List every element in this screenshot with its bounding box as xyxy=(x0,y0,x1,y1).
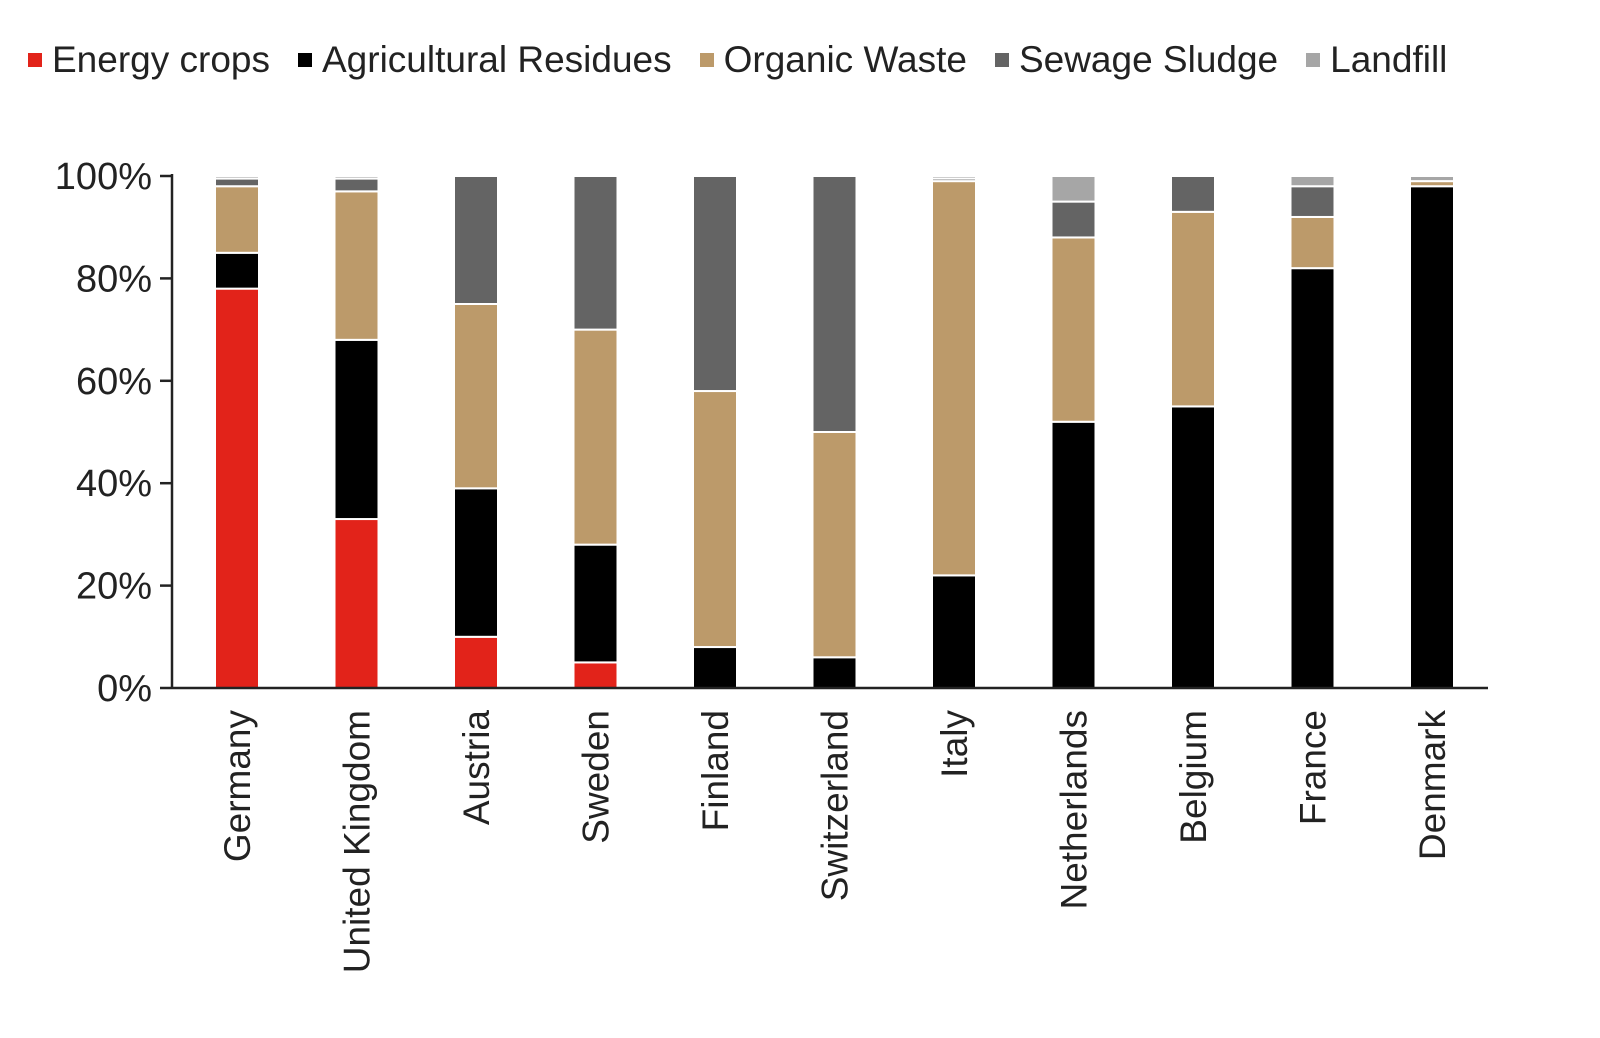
bar-segment-agricultural-residues xyxy=(1289,267,1336,689)
bar-segment-landfill xyxy=(333,175,380,180)
legend-swatch xyxy=(699,53,714,67)
legend-label: Organic Waste xyxy=(723,39,967,80)
x-tick-label: Germany xyxy=(217,710,258,863)
bar-segment-agricultural-residues xyxy=(572,543,619,664)
bar-segment-sewage-sludge xyxy=(811,175,858,433)
x-tick-label: Switzerland xyxy=(815,710,856,901)
x-tick-label: Finland xyxy=(695,710,736,831)
bar-stack-switzerland xyxy=(811,175,858,690)
x-tick-label: United Kingdom xyxy=(337,710,378,973)
bar-segment-agricultural-residues xyxy=(692,646,738,689)
x-tick-label: Denmark xyxy=(1412,710,1453,861)
legend-item-sewage-sludge: Sewage Sludge xyxy=(994,39,1279,81)
bar-segment-organic-waste xyxy=(333,190,380,341)
bar-stack-france xyxy=(1289,175,1336,689)
legend-swatch xyxy=(298,53,312,67)
bar-segment-agricultural-residues xyxy=(1170,405,1216,689)
y-tick-label: 0% xyxy=(97,668,152,710)
legend-item-agricultural-residues: Agricultural Residues xyxy=(298,39,672,81)
legend-item-organic-waste: Organic Waste xyxy=(699,39,967,81)
bar-stack-sweden xyxy=(572,175,619,690)
bar-segment-energy-crops xyxy=(214,287,260,689)
y-tick-label: 60% xyxy=(76,361,152,403)
bar-stack-germany xyxy=(214,175,260,689)
legend-label: Sewage Sludge xyxy=(1018,39,1279,80)
legend-label: Agricultural Residues xyxy=(322,39,672,80)
bar-segment-organic-waste xyxy=(453,303,499,490)
bar-segment-sewage-sludge xyxy=(692,175,738,393)
bar-segment-sewage-sludge xyxy=(1289,185,1336,218)
legend-label: Energy crops xyxy=(52,39,270,80)
bar-segment-agricultural-residues xyxy=(811,656,858,690)
bar-stack-italy xyxy=(931,175,977,689)
legend-swatch xyxy=(1306,53,1321,67)
bar-segment-organic-waste xyxy=(1289,215,1336,270)
bar-segment-landfill xyxy=(214,175,260,180)
bar-segment-organic-waste xyxy=(572,328,619,546)
bar-stack-austria xyxy=(453,175,499,689)
legend-item-landfill: Landfill xyxy=(1306,39,1447,81)
y-tick-label: 80% xyxy=(76,258,152,300)
bar-segment-energy-crops xyxy=(453,635,499,689)
bar-segment-sewage-sludge xyxy=(1170,175,1216,213)
bar-segment-sewage-sludge xyxy=(572,175,619,331)
bar-stack-netherlands xyxy=(1050,175,1097,689)
legend-swatch xyxy=(994,53,1009,67)
bar-stack-belgium xyxy=(1170,175,1216,689)
bar-segment-organic-waste xyxy=(1050,236,1097,423)
legend-swatch xyxy=(28,53,42,67)
legend-item-energy-crops: Energy crops xyxy=(28,39,270,81)
bar-segment-organic-waste xyxy=(811,431,858,659)
bar-segment-agricultural-residues xyxy=(931,574,977,689)
y-tick-label: 100% xyxy=(55,156,152,198)
y-tick-label: 20% xyxy=(76,566,152,608)
bar-segment-landfill xyxy=(1409,175,1455,183)
bar-segment-agricultural-residues xyxy=(1050,420,1097,689)
bar-segment-landfill xyxy=(1050,175,1097,203)
bar-segment-sewage-sludge xyxy=(1050,200,1097,239)
x-tick-label: Belgium xyxy=(1173,710,1214,844)
bar-segment-organic-waste xyxy=(214,185,260,254)
bar-segment-organic-waste xyxy=(692,390,738,649)
bar-segment-sewage-sludge xyxy=(333,177,380,193)
bar-stack-united-kingdom xyxy=(333,175,380,689)
bar-segment-energy-crops xyxy=(572,661,619,690)
bar-segment-landfill xyxy=(1289,175,1336,188)
legend: Energy crops Agricultural Residues Organic… xyxy=(28,36,1475,84)
bar-segment-agricultural-residues xyxy=(333,338,380,521)
bar-stack-finland xyxy=(692,175,738,689)
bar-stack-denmark xyxy=(1409,175,1455,690)
bar-segment-agricultural-residues xyxy=(214,251,260,290)
y-tick-label: 40% xyxy=(76,463,152,505)
bar-segment-energy-crops xyxy=(333,518,380,689)
bar-segment-agricultural-residues xyxy=(1409,185,1455,690)
x-tick-label: Austria xyxy=(456,710,497,826)
x-tick-label: Italy xyxy=(934,710,975,778)
x-tick-label: France xyxy=(1293,710,1334,825)
legend-label: Landfill xyxy=(1330,39,1448,80)
bar-segment-organic-waste xyxy=(1170,210,1216,408)
bar-segment-sewage-sludge xyxy=(453,175,499,305)
bar-segment-landfill xyxy=(931,175,977,180)
x-tick-label: Netherlands xyxy=(1054,710,1095,910)
x-tick-label: Sweden xyxy=(576,710,617,844)
bar-segment-organic-waste xyxy=(931,180,977,577)
bar-segment-sewage-sludge xyxy=(214,177,260,188)
bar-segment-agricultural-residues xyxy=(453,487,499,638)
